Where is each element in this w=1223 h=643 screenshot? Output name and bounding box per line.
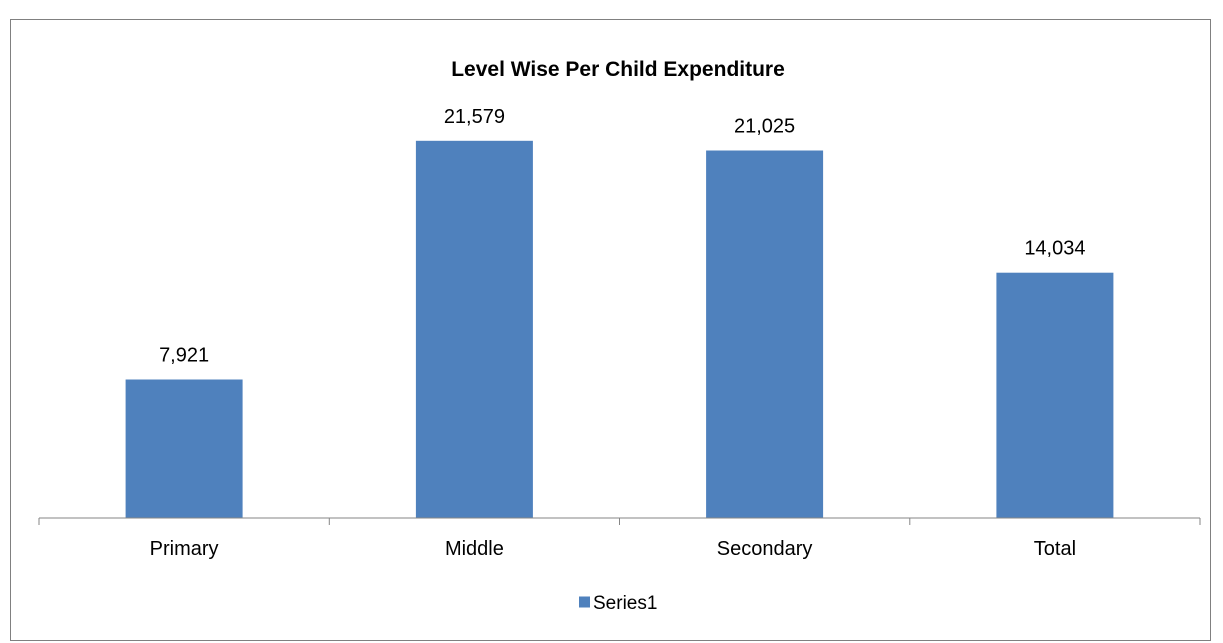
bar-primary: [125, 379, 243, 518]
x-tick-label-middle: Middle: [445, 538, 504, 560]
chart-frame: Level Wise Per Child Expenditure 7,921 21…: [10, 19, 1211, 641]
legend: Series1: [579, 593, 657, 614]
legend-swatch: [579, 596, 590, 608]
x-tick-label-total: Total: [1034, 538, 1076, 560]
data-label-primary: 7,921: [159, 345, 209, 367]
bar-middle: [415, 140, 533, 519]
bar-secondary: [706, 150, 824, 518]
data-label-middle: 21,579: [444, 106, 505, 128]
chart-title: Level Wise Per Child Expenditure: [451, 58, 785, 81]
x-tick-label-primary: Primary: [150, 538, 219, 560]
data-labels-layer: 7,921 21,579 21,025 14,034: [159, 106, 1085, 367]
x-tick-label-secondary: Secondary: [717, 538, 813, 560]
bar-chart: Level Wise Per Child Expenditure 7,921 21…: [38, 58, 1201, 614]
legend-label: Series1: [593, 593, 657, 614]
bar-total: [996, 272, 1114, 518]
data-label-total: 14,034: [1024, 238, 1085, 260]
data-label-secondary: 21,025: [734, 116, 795, 138]
bars-layer: [125, 140, 1114, 519]
x-axis: Primary Middle Secondary Total: [38, 517, 1201, 560]
